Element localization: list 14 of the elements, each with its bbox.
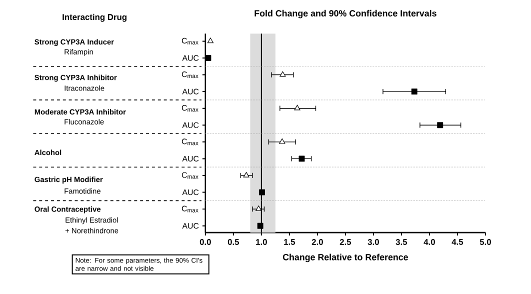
text: Interacting Drug <box>62 14 126 22</box>
x-tick-label: 3.0 <box>368 239 379 246</box>
x-tick-label: 3.5 <box>396 239 408 246</box>
x-tick-label: 1.0 <box>256 239 267 246</box>
x-tick-label: 0.0 <box>200 239 211 246</box>
x-tick-label: 2.0 <box>312 239 323 246</box>
x-tick-label: 0.5 <box>228 239 240 246</box>
chart-title: Fold Change and 90% Confidence Intervals <box>254 10 436 18</box>
x-tick-label: 5.0 <box>480 239 491 246</box>
x-tick-label: 4.0 <box>424 239 435 246</box>
x-tick-label: 1.5 <box>284 239 296 245</box>
x-tick-label: 2.5 <box>340 239 352 246</box>
x-axis-title: Change Relative to Reference <box>282 254 408 262</box>
x-tick-label: 4.5 <box>452 239 464 245</box>
